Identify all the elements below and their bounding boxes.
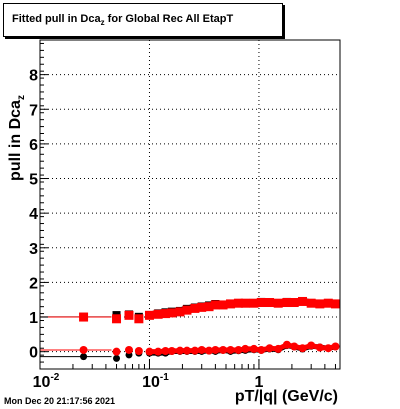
series-mean-red xyxy=(40,340,340,356)
x-tick-label: 1 xyxy=(254,374,263,391)
title-box: Fitted pull in Dcaz for Global Rec All E… xyxy=(3,3,283,37)
x-tick-label: 10-2 xyxy=(33,372,60,391)
y-tick-label: 7 xyxy=(29,102,38,119)
data-point xyxy=(124,345,133,354)
plot-frame xyxy=(39,39,341,370)
y-tick-label: 3 xyxy=(29,241,38,258)
chart-title: Fitted pull in Dcaz for Global Rec All E… xyxy=(12,13,234,28)
y-tick-label: 6 xyxy=(29,137,38,154)
x-axis-label: pT/|q| (GeV/c) xyxy=(234,388,338,405)
y-tick-label: 2 xyxy=(29,275,38,292)
y-tick-label: 1 xyxy=(29,310,38,327)
data-point xyxy=(79,345,88,354)
timestamp: Mon Dec 20 21:17:56 2021 xyxy=(4,396,116,406)
data-point xyxy=(112,314,122,324)
data-point xyxy=(134,346,143,355)
series-band xyxy=(324,299,339,308)
x-tick-label: 10-1 xyxy=(142,372,169,391)
y-tick-label: 4 xyxy=(29,206,38,223)
y-tick-label: 8 xyxy=(29,68,38,85)
data-markers xyxy=(40,296,340,362)
data-point xyxy=(80,353,88,361)
series-sigma-red xyxy=(40,296,340,324)
y-tick-label: 5 xyxy=(29,172,38,189)
axis-ticks: 0 1 2 3 4 5 6 7 8 10-2 10-1 1 xyxy=(29,42,336,391)
data-point xyxy=(113,354,121,362)
y-tick-label: 0 xyxy=(29,345,38,362)
series-band xyxy=(325,343,338,351)
data-point xyxy=(124,310,134,320)
data-point xyxy=(112,347,121,356)
data-point xyxy=(134,314,144,324)
data-point xyxy=(79,312,89,322)
